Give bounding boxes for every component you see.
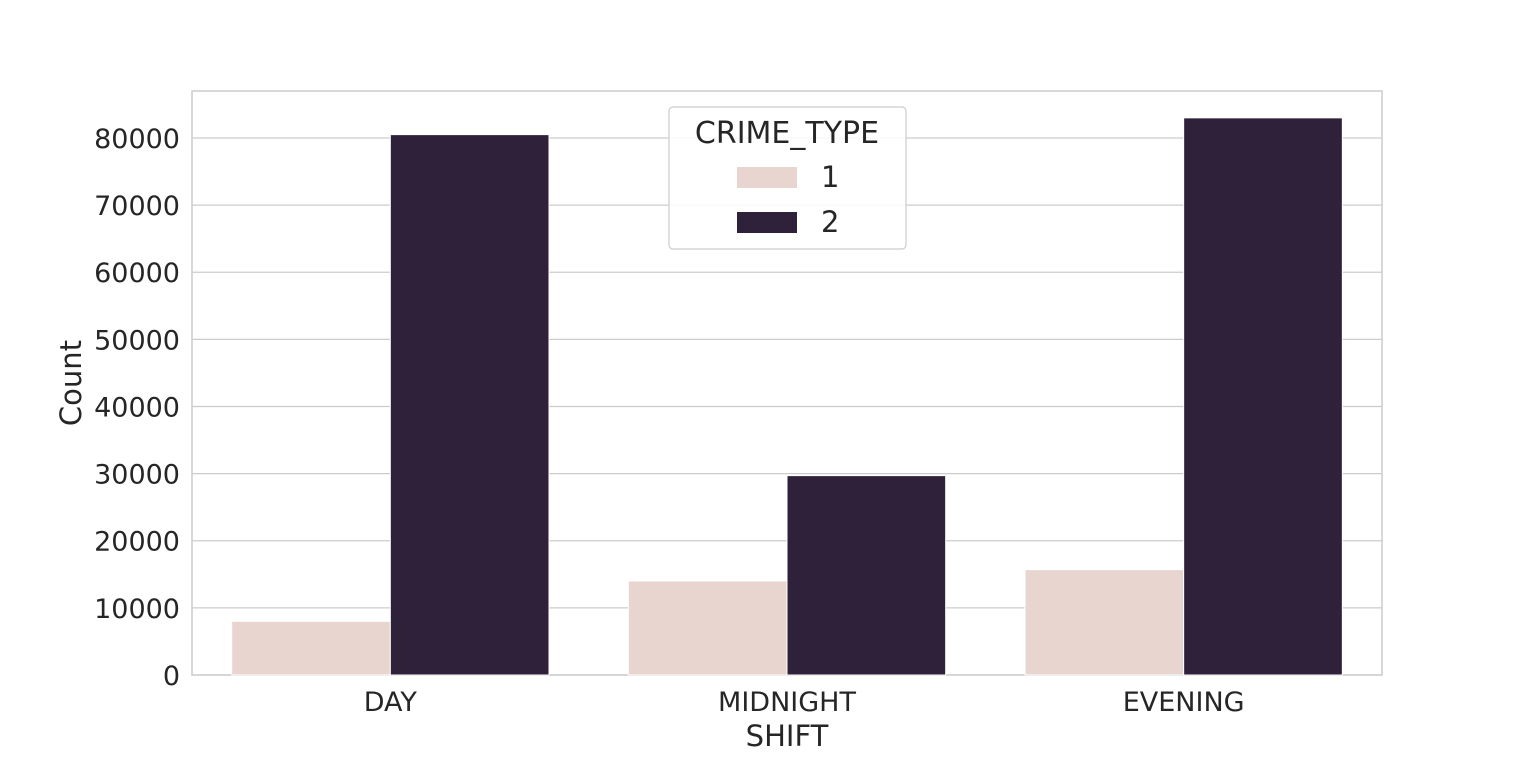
y-tick-label: 50000 [94, 325, 180, 356]
x-tick-label: MIDNIGHT [718, 687, 856, 718]
bar-series-2-evening [1183, 117, 1343, 676]
bar-series-2-day [389, 134, 550, 676]
x-tick-label: DAY [364, 687, 418, 718]
bar-series-1-day [231, 620, 391, 676]
legend-label: 1 [821, 160, 839, 194]
y-tick-label: 20000 [94, 527, 180, 558]
y-tick-labels: 0 10000 20000 30000 40000 50000 60000 70000 8000… [94, 124, 180, 692]
y-tick-label: 10000 [94, 594, 180, 625]
x-tick-labels: DAY MIDNIGHT EVENING [364, 687, 1245, 718]
bar-series-2-midnight [786, 475, 947, 676]
y-tick-label: 60000 [94, 258, 180, 289]
legend-label: 2 [821, 205, 839, 239]
y-tick-label: 0 [163, 661, 180, 692]
legend-swatch [737, 212, 797, 233]
legend-swatch [737, 167, 797, 188]
bars [231, 117, 1343, 676]
y-axis-label: Count [54, 340, 88, 426]
legend-title: CRIME_TYPE [695, 116, 879, 151]
bar-series-1-evening [1024, 569, 1185, 676]
y-tick-label: 40000 [94, 392, 180, 423]
y-tick-label: 80000 [94, 124, 180, 155]
y-tick-label: 70000 [94, 191, 180, 222]
x-tick-label: EVENING [1123, 687, 1245, 718]
legend: CRIME_TYPE 12 [668, 106, 907, 250]
bar-series-1-midnight [627, 580, 788, 676]
x-axis-label: SHIFT [746, 719, 829, 753]
legend-items: 12 [737, 160, 839, 239]
y-tick-label: 30000 [94, 460, 180, 491]
